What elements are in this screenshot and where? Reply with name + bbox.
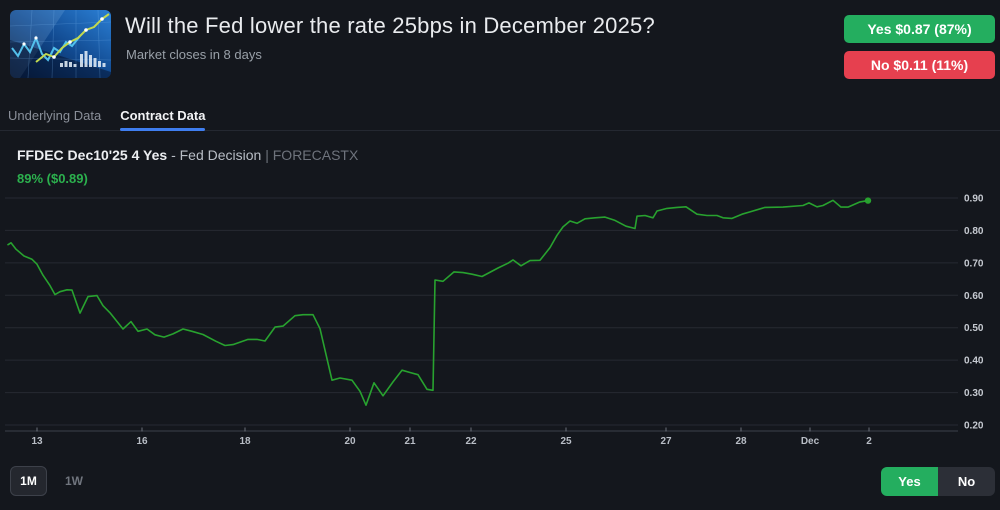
timeframe-1w-button[interactable]: 1W (58, 466, 90, 496)
x-axis-label: 18 (239, 436, 251, 447)
market-title: Will the Fed lower the rate 25bps in Dec… (125, 13, 655, 38)
tab-underlying-data[interactable]: Underlying Data (8, 108, 102, 123)
x-axis-label: 27 (660, 436, 672, 447)
y-axis-label: 0.40 (964, 356, 984, 367)
tab-contract-data[interactable]: Contract Data (120, 101, 206, 131)
contract-pipe: | (265, 147, 269, 163)
market-close-countdown: Market closes in 8 days (126, 47, 262, 62)
y-axis-label: 0.70 (964, 258, 984, 269)
contract-name: FFDEC Dec10'25 4 Yes (17, 147, 168, 163)
y-axis-label: 0.90 (964, 194, 984, 205)
contract-event: Fed Decision (179, 147, 262, 163)
y-axis-label: 0.60 (964, 291, 984, 302)
toggle-yes-button[interactable]: Yes (881, 467, 938, 496)
x-axis-label: 13 (31, 436, 43, 447)
x-axis-label: 20 (344, 436, 356, 447)
yes-price-button[interactable]: Yes $0.87 (87%) (844, 15, 995, 43)
x-axis-label: 2 (866, 436, 872, 447)
y-axis-label: 0.50 (964, 323, 984, 334)
side-toggle: Yes No (881, 467, 995, 496)
x-axis-label: Dec (801, 436, 820, 447)
contract-heading: FFDEC Dec10'25 4 Yes - Fed Decision | FO… (17, 147, 358, 163)
stock-chart-thumbnail-image (10, 10, 111, 78)
current-price-readout: 89% ($0.89) (17, 171, 88, 186)
no-price-button[interactable]: No $0.11 (11%) (844, 51, 995, 79)
x-axis-label: 16 (136, 436, 148, 447)
price-history-chart[interactable]: 0.90 0.80 0.70 0.60 0.50 0.40 0.30 0.20 13 16 18 20… (0, 185, 1000, 455)
market-thumbnail (10, 10, 111, 78)
contract-dash: - (171, 147, 176, 163)
tab-bar: Underlying Data Contract Data (0, 101, 1000, 131)
last-price-dot (864, 197, 872, 204)
x-axis-label: 22 (465, 436, 477, 447)
x-axis-label: 25 (560, 436, 572, 447)
timeframe-1m-button[interactable]: 1M (10, 466, 47, 496)
y-axis-label: 0.80 (964, 226, 984, 237)
x-axis-label: 28 (735, 436, 747, 447)
toggle-no-button[interactable]: No (938, 467, 995, 496)
contract-source: FORECASTX (272, 147, 359, 163)
price-line (7, 199, 869, 406)
y-axis-label: 0.20 (964, 421, 984, 432)
x-axis-label: 21 (404, 436, 416, 447)
y-axis-label: 0.30 (964, 388, 984, 399)
